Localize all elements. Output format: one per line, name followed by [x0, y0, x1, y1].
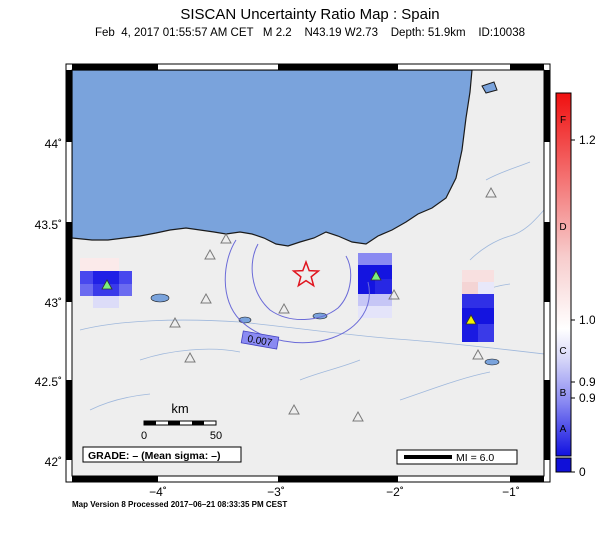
station-marker — [388, 288, 400, 300]
frame-checker — [66, 64, 550, 482]
station-marker-green — [101, 279, 113, 290]
lat-tick-label: 43.5˚ — [35, 218, 62, 232]
grade-letter: D — [559, 222, 566, 233]
grade-letter: A — [560, 424, 567, 435]
contour-label: 0.007 — [246, 334, 273, 349]
lon-tick-label: −3˚ — [267, 485, 285, 499]
scale-unit: km — [171, 401, 188, 416]
lat-tick-label: 43˚ — [45, 296, 62, 310]
lat-tick-label: 44˚ — [45, 137, 62, 151]
colorbar-value-label: 1.0 — [579, 313, 595, 327]
bay-of-biscay — [72, 70, 473, 247]
grade-letter: B — [560, 388, 567, 399]
map-title: SISCAN Uncertainty Ratio Map : Spain — [180, 6, 440, 23]
station-marker — [184, 351, 196, 363]
station-marker — [472, 348, 484, 360]
station-marker — [288, 403, 300, 415]
scale-label-end: 50 — [210, 430, 222, 442]
footer-version: Map Version 8 Processed 2017–06–21 08:33… — [72, 500, 288, 509]
grade-letter: F — [560, 115, 566, 126]
colorbar-value-label: 0.9 — [579, 375, 595, 389]
map-area: 0.007 — [72, 70, 544, 476]
lat-tick-labels: 44˚ 43.5˚ 43˚ 42.5˚ 42˚ — [35, 137, 62, 469]
lon-tick-label: −2˚ — [386, 485, 404, 499]
colorbar-value-label: 1.2 — [579, 133, 595, 147]
rivers — [79, 161, 544, 411]
mi-box: MI = 6.0 — [396, 449, 518, 465]
grade-label: GRADE: – (Mean sigma: –) — [88, 450, 220, 462]
lon-tick-label: −1˚ — [502, 485, 520, 499]
uncertainty-cells — [80, 253, 494, 342]
lat-tick-label: 42˚ — [45, 455, 62, 469]
lat-tick-label: 42.5˚ — [35, 375, 62, 389]
station-marker-yellow — [465, 314, 477, 325]
grade-letter: C — [559, 346, 566, 357]
station-markers — [169, 186, 497, 422]
lon-tick-label: −4˚ — [149, 485, 167, 499]
station-marker — [204, 248, 216, 260]
station-marker — [352, 410, 364, 422]
uncertainty-contours — [224, 239, 370, 344]
station-marker-green — [370, 270, 382, 281]
islet-shape — [481, 81, 498, 94]
mi-label: MI = 6.0 — [456, 452, 494, 464]
station-marker — [220, 232, 232, 244]
grade-box: GRADE: – (Mean sigma: –) — [82, 446, 242, 463]
station-marker — [485, 186, 497, 198]
colorbar: F D C B A 1.2 1.0 0.9 0.9 0 — [555, 92, 595, 479]
epicenter-star — [291, 259, 321, 288]
station-marker — [278, 302, 290, 314]
colorbar-value-label: 0 — [579, 465, 586, 479]
colorbar-gradient — [555, 92, 572, 457]
colorbar-value-label: 0.9 — [579, 391, 595, 405]
scale-label-start: 0 — [141, 430, 147, 442]
station-marker — [169, 316, 181, 328]
colorbar-zero-swatch — [555, 457, 572, 473]
event-info: Feb 4, 2017 01:55:57 AM CET M 2.2 N43.19… — [95, 27, 525, 39]
scale-bar: km 0 50 — [141, 401, 222, 442]
station-marker — [200, 292, 212, 304]
contour-label-group: 0.007 — [240, 330, 280, 350]
lon-tick-labels: −4˚ −3˚ −2˚ −1˚ — [149, 485, 520, 499]
